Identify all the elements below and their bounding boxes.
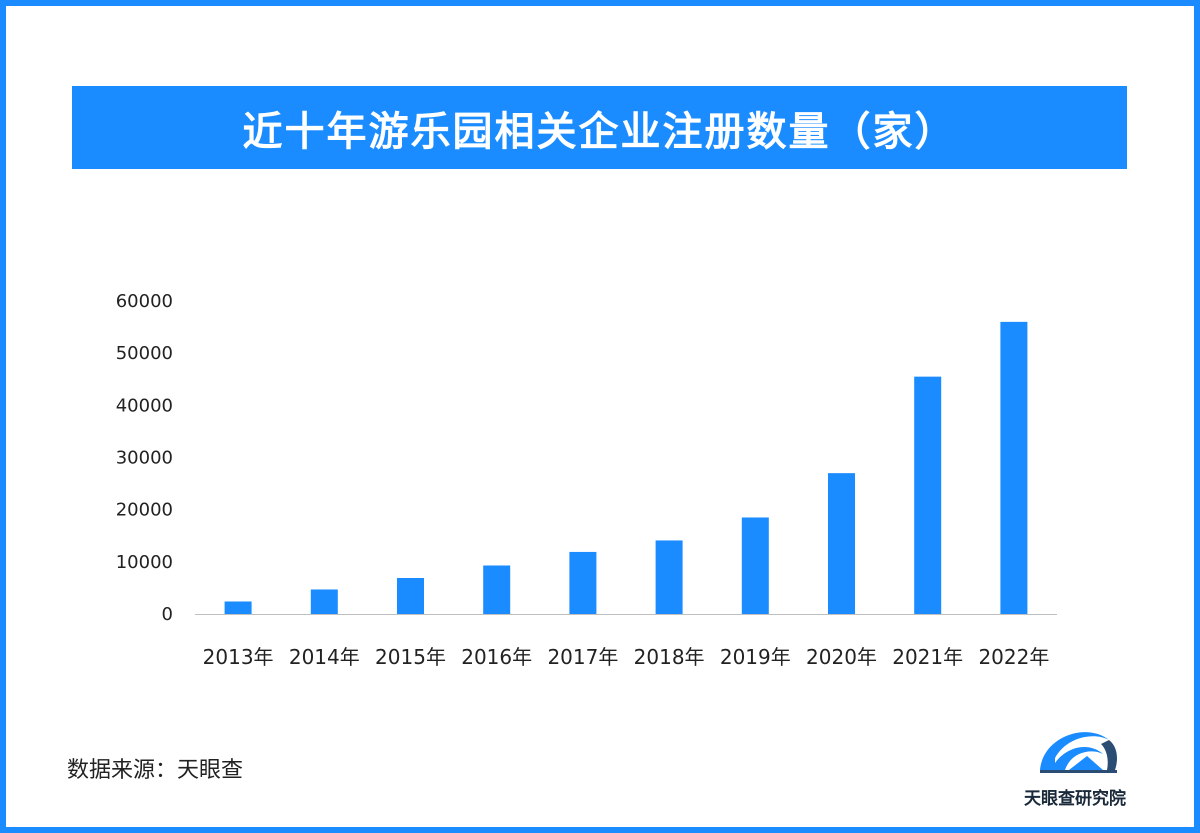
x-tick-label: 2013年	[203, 645, 274, 669]
y-tick-label: 0	[162, 604, 173, 625]
x-axis-labels: 2013年 2014年 2015年 2016年 2017年 2018年 2019年 2020年…	[203, 645, 1050, 669]
x-tick-label: 2019年	[720, 645, 791, 669]
x-tick-label: 2021年	[892, 645, 963, 669]
chart-title: 近十年游乐园相关企业注册数量（家）	[242, 108, 957, 155]
bar	[914, 376, 942, 614]
x-tick-label: 2018年	[634, 645, 705, 669]
bar	[655, 540, 683, 614]
bar	[1000, 321, 1028, 614]
bar	[310, 589, 338, 614]
x-tick-label: 2014年	[289, 645, 360, 669]
bar	[483, 565, 511, 614]
title-banner: 近十年游乐园相关企业注册数量（家）	[72, 86, 1127, 169]
x-tick-label: 2022年	[978, 645, 1049, 669]
y-tick-label: 40000	[116, 395, 173, 416]
y-axis-ticks: 0 10000 20000 30000 40000 50000 60000	[116, 291, 173, 625]
bar	[828, 473, 855, 614]
bars	[224, 321, 1028, 614]
bar	[397, 578, 424, 614]
y-tick-label: 60000	[116, 291, 173, 312]
y-tick-label: 50000	[116, 343, 173, 364]
x-tick-label: 2016年	[461, 645, 532, 669]
tianyancha-logo-icon	[1040, 732, 1117, 773]
logo-text: 天眼查研究院	[1024, 789, 1126, 809]
bar	[569, 551, 597, 614]
y-tick-label: 10000	[116, 552, 173, 573]
x-tick-label: 2015年	[375, 645, 446, 669]
y-tick-label: 30000	[116, 448, 173, 469]
x-tick-label: 2020年	[806, 645, 877, 669]
y-tick-label: 20000	[116, 500, 173, 521]
bar	[741, 517, 769, 614]
data-source: 数据来源：天眼查	[67, 758, 244, 783]
x-tick-label: 2017年	[547, 645, 618, 669]
bar	[224, 601, 252, 614]
